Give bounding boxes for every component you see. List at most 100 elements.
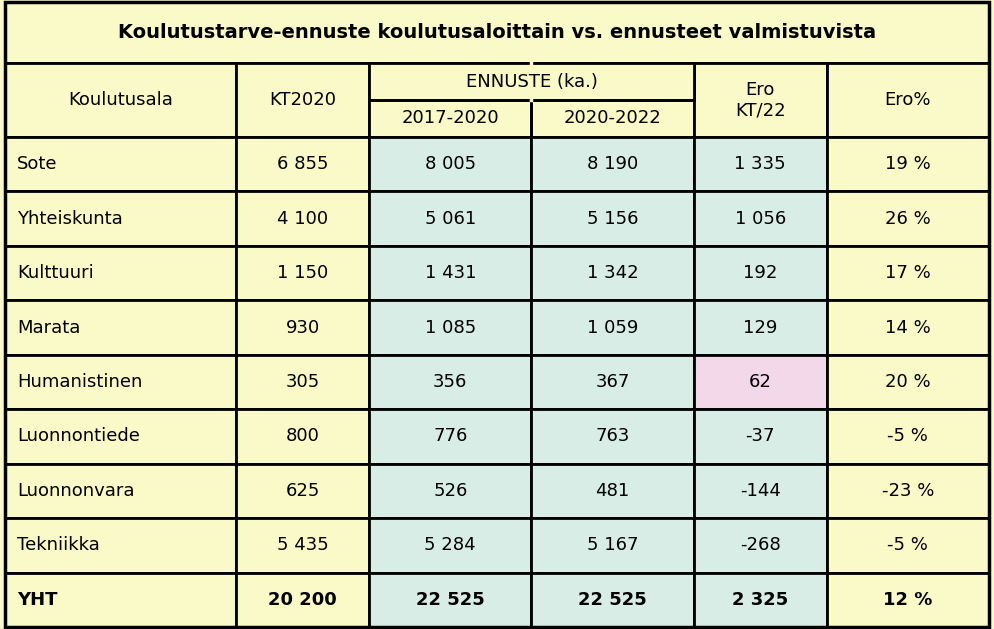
Text: 8 005: 8 005 xyxy=(424,155,476,173)
Text: 12 %: 12 % xyxy=(883,591,932,609)
Bar xyxy=(694,464,827,518)
Text: 19 %: 19 % xyxy=(885,155,930,173)
Bar xyxy=(694,191,827,246)
Text: Koulutustarve-ennuste koulutusaloittain vs. ennusteet valmistuvista: Koulutustarve-ennuste koulutusaloittain … xyxy=(118,23,876,42)
Text: 1 431: 1 431 xyxy=(424,264,476,282)
Bar xyxy=(5,409,237,464)
Bar xyxy=(369,355,532,409)
Bar xyxy=(532,464,694,518)
Text: 26 %: 26 % xyxy=(885,209,930,228)
Text: 625: 625 xyxy=(285,482,320,500)
Text: 1 056: 1 056 xyxy=(735,209,786,228)
Bar xyxy=(369,137,532,191)
Text: 5 284: 5 284 xyxy=(424,537,476,554)
Text: Humanistinen: Humanistinen xyxy=(17,373,142,391)
Text: 5 061: 5 061 xyxy=(424,209,476,228)
Text: Luonnonvara: Luonnonvara xyxy=(17,482,134,500)
Bar xyxy=(369,63,532,137)
Bar xyxy=(369,572,532,627)
Bar xyxy=(5,464,237,518)
Text: 1 085: 1 085 xyxy=(424,318,476,337)
Text: -268: -268 xyxy=(740,537,780,554)
Bar xyxy=(532,409,694,464)
Bar xyxy=(827,518,989,572)
Bar xyxy=(694,246,827,300)
Text: 5 167: 5 167 xyxy=(586,537,638,554)
Text: 930: 930 xyxy=(285,318,320,337)
Text: KT2020: KT2020 xyxy=(269,91,336,109)
Bar xyxy=(827,191,989,246)
Text: 367: 367 xyxy=(595,373,630,391)
Text: 22 525: 22 525 xyxy=(415,591,485,609)
Text: Ero%: Ero% xyxy=(885,91,931,109)
Bar xyxy=(532,572,694,627)
Bar xyxy=(369,464,532,518)
Text: 800: 800 xyxy=(285,428,320,445)
Text: Ero
KT/22: Ero KT/22 xyxy=(735,81,785,120)
Text: 14 %: 14 % xyxy=(885,318,930,337)
Bar xyxy=(694,409,827,464)
Bar xyxy=(827,300,989,355)
Text: 6 855: 6 855 xyxy=(277,155,328,173)
Text: 20 200: 20 200 xyxy=(268,591,337,609)
Bar xyxy=(827,63,989,137)
Text: Luonnontiede: Luonnontiede xyxy=(17,428,140,445)
Bar xyxy=(237,300,369,355)
Text: 5 156: 5 156 xyxy=(586,209,638,228)
Bar xyxy=(532,355,694,409)
Text: 17 %: 17 % xyxy=(885,264,930,282)
Bar xyxy=(237,137,369,191)
Bar xyxy=(827,464,989,518)
Text: Yhteiskunta: Yhteiskunta xyxy=(17,209,122,228)
Text: -23 %: -23 % xyxy=(882,482,934,500)
Text: -37: -37 xyxy=(746,428,775,445)
Text: 776: 776 xyxy=(433,428,467,445)
Text: 1 059: 1 059 xyxy=(586,318,638,337)
Bar xyxy=(827,409,989,464)
Text: Marata: Marata xyxy=(17,318,81,337)
Text: 356: 356 xyxy=(433,373,467,391)
Bar xyxy=(5,518,237,572)
Text: 62: 62 xyxy=(748,373,771,391)
Bar xyxy=(5,191,237,246)
Bar xyxy=(694,572,827,627)
Text: 5 435: 5 435 xyxy=(276,537,329,554)
Bar xyxy=(237,518,369,572)
Text: 2 325: 2 325 xyxy=(733,591,788,609)
Bar xyxy=(5,2,989,63)
Bar xyxy=(237,246,369,300)
Bar xyxy=(369,63,694,100)
Bar xyxy=(532,300,694,355)
Text: 20 %: 20 % xyxy=(885,373,930,391)
Bar xyxy=(369,300,532,355)
Bar xyxy=(532,137,694,191)
Text: 2017-2020: 2017-2020 xyxy=(402,109,499,128)
Text: 22 525: 22 525 xyxy=(579,591,647,609)
Bar xyxy=(532,63,694,137)
Bar xyxy=(369,518,532,572)
Bar xyxy=(369,191,532,246)
Text: -5 %: -5 % xyxy=(888,428,928,445)
Bar xyxy=(827,246,989,300)
Bar xyxy=(5,137,237,191)
Text: Koulutusala: Koulutusala xyxy=(69,91,173,109)
Text: 4 100: 4 100 xyxy=(277,209,328,228)
Bar xyxy=(237,191,369,246)
Text: -144: -144 xyxy=(740,482,780,500)
Bar xyxy=(827,572,989,627)
Text: 1 342: 1 342 xyxy=(586,264,638,282)
Text: 305: 305 xyxy=(285,373,320,391)
Text: 1 150: 1 150 xyxy=(277,264,328,282)
Text: 481: 481 xyxy=(595,482,630,500)
Text: ENNUSTE (ka.): ENNUSTE (ka.) xyxy=(465,72,597,91)
Bar xyxy=(694,137,827,191)
Bar xyxy=(5,246,237,300)
Bar xyxy=(694,300,827,355)
Text: 763: 763 xyxy=(595,428,630,445)
Bar xyxy=(694,518,827,572)
Bar xyxy=(369,409,532,464)
Bar xyxy=(5,63,237,137)
Bar xyxy=(237,355,369,409)
Bar xyxy=(827,355,989,409)
Bar xyxy=(827,137,989,191)
